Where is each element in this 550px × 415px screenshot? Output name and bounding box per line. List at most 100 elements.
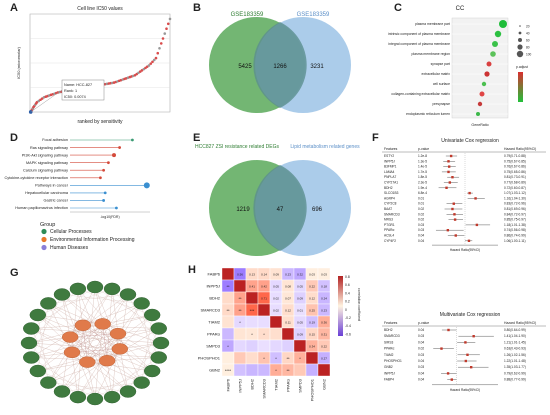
- term-label: plasma membrane region: [412, 52, 451, 56]
- network-node: [133, 297, 150, 310]
- col-gene-label: TIAM2: [274, 378, 279, 391]
- heatmap-cell: [221, 291, 235, 305]
- cell-value: 0.05: [273, 284, 279, 288]
- hub-node: [109, 327, 127, 340]
- row-gene-label: TIAM2: [208, 320, 221, 325]
- p-value: 0.04: [418, 234, 424, 238]
- p-value: 0.03: [418, 353, 424, 357]
- data-point: [163, 32, 167, 35]
- hr-marker: [449, 154, 453, 158]
- lollipop-head: [99, 176, 102, 180]
- network-edge: [111, 342, 162, 398]
- colorbar-tick: 0.6: [345, 283, 350, 287]
- p-value: 0.04: [418, 378, 424, 382]
- heatmap-cell: [269, 315, 283, 329]
- network-edge: [94, 357, 159, 400]
- network-node: [29, 364, 47, 378]
- network-node: [40, 376, 57, 389]
- colorbar-tick: 0.8: [345, 275, 350, 279]
- hazard-ratio: 0.83(0.72-0.96): [504, 202, 526, 206]
- col-header-features: Features: [384, 147, 398, 151]
- p-value: 0.04: [418, 371, 424, 375]
- lollipop-head: [115, 206, 118, 210]
- panel-g: G: [0, 265, 185, 415]
- p-value: 0.03: [418, 334, 424, 338]
- hazard-ratio: 0.81(0.69-0.96): [504, 207, 526, 211]
- x-axis-label: -log10(FDR): [100, 215, 119, 219]
- network-node: [69, 282, 87, 296]
- hazard-ratio: 1.41(1.04-1.90): [504, 334, 526, 338]
- colorbar-tick: -0.2: [345, 316, 351, 320]
- col-gene-label: GBN2: [322, 378, 327, 390]
- network-edge: [71, 288, 79, 353]
- count-legend-dot: [518, 31, 522, 35]
- heatmap-cell: [233, 327, 247, 341]
- panel-b-label: B: [193, 2, 201, 14]
- colorbar-tick: -0.6: [345, 332, 351, 336]
- data-point: [159, 42, 163, 45]
- panel-h: H FABP6 0.56 0.13 0.14 0.09 0.23 0.32 0.03 0.03 F…: [188, 262, 370, 415]
- hazard-ratio: 0.74(0.56-0.98): [504, 228, 526, 232]
- network-edge: [82, 303, 142, 326]
- network-edge: [87, 333, 119, 363]
- term-dot: [486, 61, 492, 67]
- feature-name: PNPLA7: [384, 175, 396, 179]
- feature-name: BDH2: [384, 328, 393, 332]
- term-dot: [484, 71, 490, 77]
- hub-node: [94, 318, 111, 330]
- hazard-ratio: 0.77(0.68-0.89): [504, 181, 526, 185]
- p-value: 0.01: [418, 202, 424, 206]
- hr-marker: [475, 223, 479, 227]
- hazard-ratio: 0.86(0.74-0.99): [504, 234, 526, 238]
- cell-value: 0.56: [237, 272, 243, 276]
- cell-value: 0.36: [321, 320, 327, 324]
- network-node: [86, 280, 104, 294]
- p-value: 0.03: [418, 223, 424, 227]
- venn-e-mid-count: 47: [277, 207, 284, 213]
- pathway-label: Gastric cancer: [44, 199, 69, 203]
- hazard-ratio: 0.75(0.67-0.85): [504, 159, 526, 163]
- go-cc-dotplot: CC plasma membrane part intrinsic componen…: [388, 6, 532, 127]
- feature-name: PHOSPHO1: [384, 359, 402, 363]
- lollipop-head: [112, 153, 116, 158]
- col-header-features: Features: [384, 321, 398, 325]
- network-edge: [37, 288, 113, 316]
- feature-name: FABP4: [384, 378, 394, 382]
- network-node: [103, 390, 121, 404]
- network-edge: [77, 333, 119, 398]
- network-edge: [37, 314, 120, 350]
- significance-stars: *: [299, 356, 301, 361]
- network-edge: [82, 288, 113, 326]
- feature-name: LAMA4: [384, 170, 395, 174]
- network-edge: [117, 333, 142, 383]
- network-edge: [71, 323, 103, 353]
- hr-marker: [469, 366, 473, 369]
- p-value: 1.7e-5: [418, 170, 427, 174]
- feature-name: CYP27A1: [384, 181, 398, 185]
- p-value: 1.4e-5: [418, 165, 427, 169]
- term-dot: [476, 112, 480, 116]
- network-edge: [71, 352, 79, 398]
- colorbar-tick: 0.4: [345, 291, 350, 295]
- heatmap-cell: [281, 339, 295, 353]
- hr-marker: [466, 353, 469, 356]
- row-gene-label: SMARCD3: [200, 308, 220, 313]
- cell-value: 0.19: [309, 320, 315, 324]
- cell-value: 0.11: [285, 320, 291, 324]
- heatmap-cell: [305, 351, 319, 365]
- hazard-ratio: 0.81(0.73-0.91): [504, 175, 526, 179]
- hr-marker: [453, 218, 457, 221]
- network-edge: [82, 325, 120, 350]
- network-edge: [31, 325, 83, 358]
- network-edge: [31, 325, 83, 329]
- feature-name: SMARCD3: [384, 212, 400, 216]
- pathway-label: Pathways in cancer: [35, 184, 69, 188]
- hazard-ratio: 0.79(0.62-0.99): [504, 371, 526, 375]
- hr-marker: [445, 186, 448, 189]
- colorbar-tick: 0: [345, 308, 347, 312]
- feature-name: SLCO1B3: [384, 191, 399, 195]
- data-point: [154, 56, 158, 60]
- cell-value: 0.34: [309, 344, 315, 348]
- network-edge: [28, 342, 79, 398]
- colorbar-tick: 0.2: [345, 300, 350, 304]
